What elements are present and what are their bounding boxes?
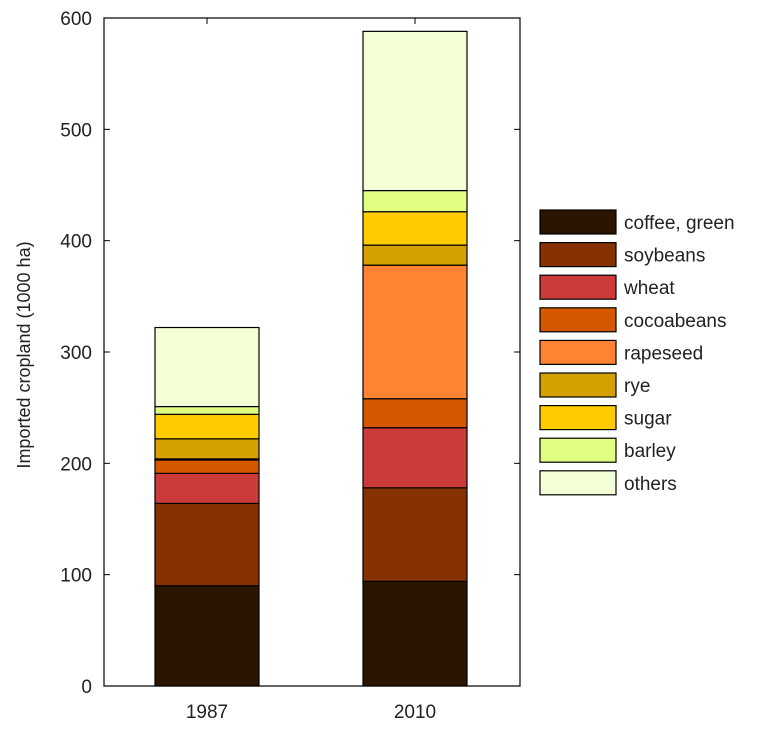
x-tick-label: 2010 (394, 702, 436, 723)
legend-label: others (624, 474, 677, 495)
legend-label: barley (624, 441, 676, 462)
bar-segment-barley-2010 (362, 189, 468, 213)
bar-segment-cocoabeans-2010 (362, 398, 468, 429)
bar-segment-rye-2010 (362, 244, 468, 266)
legend-label: rapeseed (624, 343, 703, 364)
legend-swatch (539, 405, 617, 431)
y-axis-label: Imported cropland (1000 ha) (14, 241, 34, 468)
legend-label: soybeans (624, 246, 705, 267)
legend-swatch (539, 209, 617, 235)
legend-swatch (539, 470, 617, 496)
bar-segment-cocoabeans-1987 (154, 459, 260, 474)
y-tick-label: 100 (60, 566, 92, 587)
bar-segment-others-1987 (154, 326, 260, 408)
legend-swatch (539, 242, 617, 268)
y-tick-label: 600 (60, 9, 92, 30)
legend-swatch (539, 274, 617, 300)
legend-label: wheat (623, 278, 675, 299)
y-tick-label: 300 (60, 343, 92, 364)
y-tick-label: 200 (60, 454, 92, 475)
bar-segment-soybeans-2010 (362, 487, 468, 582)
legend-swatch (539, 372, 617, 398)
bar-segment-rye-1987 (154, 438, 260, 460)
legend-swatch (539, 339, 617, 365)
legend-label: coffee, green (624, 213, 735, 234)
legend-label: sugar (624, 409, 672, 430)
legend: coffee, green soybeans wheat cocoabeans rape… (539, 209, 735, 496)
legend-label: rye (624, 376, 650, 397)
plot-area: 0 100 200 300 400 500 600 1987 2010 (60, 9, 521, 723)
bar-segment-others-2010 (362, 30, 468, 192)
x-tick-label: 1987 (186, 702, 228, 723)
bar-segment-soybeans-1987 (154, 502, 260, 587)
y-tick-label: 500 (60, 120, 92, 141)
bar-segment-barley-1987 (154, 405, 260, 415)
bar-segment-coffee-green-1987 (154, 585, 260, 687)
bar-segment-rapeseed-2010 (362, 264, 468, 400)
bar-segment-sugar-2010 (362, 211, 468, 246)
y-tick-label: 400 (60, 232, 92, 253)
bar-segment-sugar-1987 (154, 413, 260, 440)
legend-swatch (539, 307, 617, 333)
bar-segment-coffee-green-2010 (362, 580, 468, 687)
bar-segment-wheat-1987 (154, 472, 260, 505)
legend-swatch (539, 437, 617, 463)
y-tick-label: 0 (81, 677, 92, 698)
bar-segment-wheat-2010 (362, 427, 468, 489)
legend-label: cocoabeans (624, 311, 726, 332)
